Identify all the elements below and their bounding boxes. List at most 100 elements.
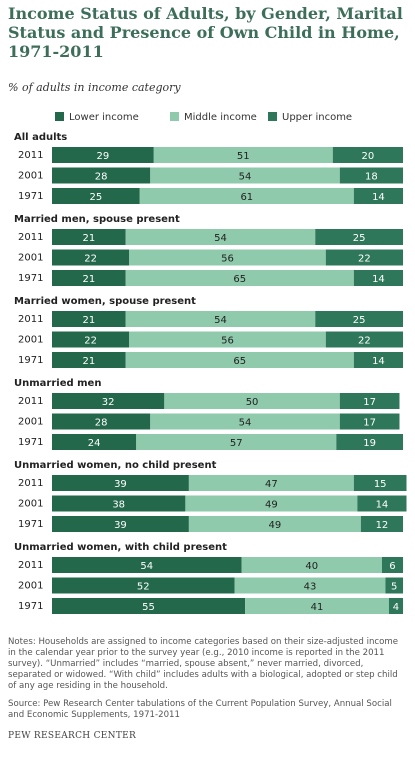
y-tick-label: 1971 (18, 519, 43, 530)
value-label: 29 (97, 151, 110, 162)
bar-segment (150, 413, 340, 430)
bar-segment (336, 434, 403, 450)
bar-segment (332, 147, 403, 163)
bar-segment (52, 413, 151, 430)
bar-segment (129, 249, 326, 266)
y-tick-label: 1971 (18, 191, 43, 202)
bar-segment (52, 475, 189, 491)
value-label: 22 (84, 254, 97, 265)
group-title: Unmarried women, with child present (14, 542, 227, 553)
y-tick-label: 2001 (18, 581, 43, 592)
source: Source: Pew Research Center tabulations … (8, 699, 392, 720)
bar-segment (52, 270, 126, 286)
legend-label: Middle income (184, 112, 257, 123)
bar-segment (353, 188, 403, 204)
value-label: 28 (95, 172, 108, 183)
bar-segment (245, 598, 389, 614)
bar-segment (164, 393, 340, 409)
y-tick-label: 2011 (18, 560, 43, 571)
bar-segment (188, 475, 354, 491)
value-label: 39 (114, 520, 127, 531)
value-label: 14 (376, 500, 389, 511)
bar-segment (325, 249, 403, 266)
bar-segment (52, 495, 186, 512)
value-label: 56 (221, 336, 234, 347)
value-label: 47 (265, 479, 278, 490)
value-label: 65 (233, 274, 246, 285)
value-label: 25 (353, 233, 366, 244)
value-label: 21 (82, 356, 95, 367)
y-tick-label: 1971 (18, 437, 43, 448)
bar-segment (125, 352, 354, 368)
value-label: 28 (95, 418, 108, 429)
legend-swatch (170, 112, 179, 121)
value-label: 49 (269, 520, 282, 531)
bar-segment (52, 557, 242, 573)
value-label: 14 (372, 192, 385, 203)
bar-segment (241, 557, 382, 573)
value-label: 22 (84, 336, 97, 347)
bar-segment (315, 229, 403, 245)
value-label: 55 (142, 602, 155, 613)
bar-segment (125, 311, 316, 327)
legend-swatch (55, 112, 64, 121)
y-tick-label: 2001 (18, 335, 43, 346)
y-tick-label: 2011 (18, 150, 43, 161)
value-label: 43 (304, 582, 317, 593)
bar-segment (52, 167, 151, 184)
value-label: 24 (88, 438, 101, 449)
value-label: 19 (363, 438, 376, 449)
value-label: 20 (362, 151, 375, 162)
y-tick-label: 2011 (18, 314, 43, 325)
value-label: 12 (376, 520, 389, 531)
chart: Lower income Middle income Upper income All… (14, 112, 407, 614)
value-label: 22 (358, 336, 371, 347)
bar-segment (353, 270, 403, 286)
group-title: Unmarried women, no child present (14, 460, 217, 471)
value-label: 38 (112, 500, 125, 511)
value-label: 57 (230, 438, 243, 449)
bar-segment (339, 393, 400, 409)
bar-segment (339, 167, 403, 184)
bar-segment (52, 434, 137, 450)
bar-segment (52, 311, 126, 327)
group-title: Unmarried men (14, 378, 101, 389)
value-label: 6 (389, 561, 395, 572)
notes: Notes: Households are assigned to income… (8, 637, 399, 691)
bar-segment (52, 147, 154, 163)
value-label: 49 (265, 500, 278, 511)
value-label: 52 (137, 582, 150, 593)
bar-segment (136, 434, 337, 450)
value-label: 15 (374, 479, 387, 490)
value-label: 17 (363, 397, 376, 408)
bar-segment (234, 577, 386, 594)
value-label: 14 (372, 274, 385, 285)
value-label: 25 (353, 315, 366, 326)
y-tick-label: 2011 (18, 396, 43, 407)
bar-segment (315, 311, 403, 327)
bar-segment (52, 249, 130, 266)
bar-segment (52, 331, 130, 348)
chart-title: Income Status of Adults, by Gender, Mari… (8, 4, 403, 61)
value-label: 17 (363, 418, 376, 429)
credit: PEW RESEARCH CENTER (8, 731, 137, 741)
bar-segment (52, 598, 246, 614)
group-title: Married women, spouse present (14, 296, 196, 307)
bar-segment (52, 577, 235, 594)
value-label: 41 (311, 602, 324, 613)
value-label: 4 (393, 602, 399, 613)
bar-segment (125, 229, 316, 245)
bar-segment (52, 516, 189, 532)
y-tick-label: 1971 (18, 601, 43, 612)
value-label: 65 (233, 356, 246, 367)
group-title: All adults (14, 132, 67, 143)
bar-segment (385, 577, 403, 594)
bar-segment (388, 598, 403, 614)
value-label: 54 (239, 418, 252, 429)
y-tick-label: 1971 (18, 273, 43, 284)
value-label: 54 (214, 233, 227, 244)
bar-segment (129, 331, 326, 348)
bar-segment (353, 475, 407, 491)
bar-segment (357, 495, 407, 512)
